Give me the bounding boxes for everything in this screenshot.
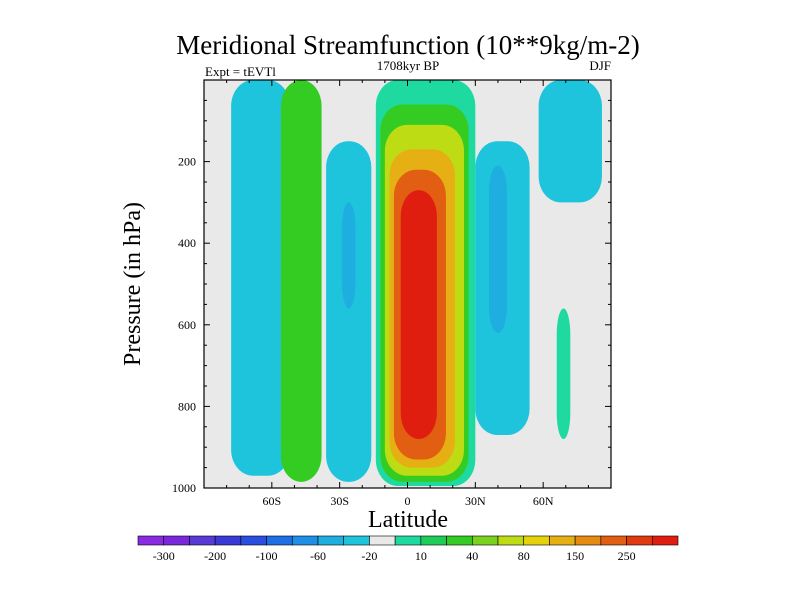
- colorbar-swatch: [549, 535, 576, 546]
- colorbar-label: -100: [256, 549, 278, 563]
- y-axis-ticks: 200 400 600 800 1000: [172, 79, 611, 495]
- y-tick-label: 600: [178, 318, 196, 332]
- colorbar-label: -60: [310, 549, 326, 563]
- y-tick-label: 800: [178, 399, 196, 413]
- colorbar-swatch: [497, 535, 525, 546]
- colorbar-label: 250: [618, 549, 636, 563]
- colorbar-label: -300: [153, 549, 175, 563]
- y-tick-label: 400: [178, 236, 196, 250]
- contour-region-hadley-core: [400, 190, 437, 440]
- colorbar-swatch: [189, 535, 216, 546]
- colorbar-swatch: [240, 535, 267, 546]
- colorbar-label: -20: [361, 549, 377, 563]
- x-tick-label: 60N: [533, 494, 554, 508]
- contour-region-northern-outer-cell: [538, 80, 602, 203]
- contour-region-southern-ferrel-cell: [280, 80, 322, 482]
- x-tick-label: 30S: [330, 494, 349, 508]
- contour-region-southern-outer-cell: [231, 80, 290, 476]
- x-tick-label: 30N: [465, 494, 486, 508]
- colorbar-swatch: [163, 535, 190, 546]
- colorbar-swatch: [600, 535, 627, 546]
- colorbar-label: 40: [466, 549, 478, 563]
- colorbar-swatch: [626, 535, 653, 546]
- colorbar: -300 -200 -100 -60 -20 10 40 80 150 250: [137, 535, 679, 563]
- colorbar-label: -200: [204, 549, 226, 563]
- season-label: DJF: [589, 58, 611, 73]
- colorbar-swatch: [343, 535, 370, 546]
- colorbar-swatch: [523, 535, 550, 546]
- contour-region-northern-polar-cell: [556, 308, 571, 440]
- time-label: 1708kyr BP: [377, 58, 439, 73]
- y-axis-label: Pressure (in hPa): [120, 202, 146, 366]
- colorbar-swatch: [574, 535, 602, 546]
- experiment-label: Expt = tEVTl: [205, 64, 276, 79]
- x-tick-label: 60S: [262, 494, 281, 508]
- contour-region-southern-mid-core: [341, 202, 356, 309]
- colorbar-swatch: [369, 535, 396, 546]
- contour-fills: [231, 80, 602, 486]
- colorbar-swatch: [420, 535, 447, 546]
- colorbar-swatch: [446, 535, 473, 546]
- colorbar-label: 80: [518, 549, 530, 563]
- x-tick-label: 0: [405, 494, 411, 508]
- colorbar-label: 150: [566, 549, 584, 563]
- contour-region-southern-mid-cell: [326, 141, 372, 482]
- x-axis-label: Latitude: [368, 507, 448, 533]
- contour-region-northern-mid-core: [488, 165, 507, 333]
- colorbar-swatch: [317, 535, 345, 546]
- y-tick-label: 200: [178, 155, 196, 169]
- colorbar-swatch: [651, 535, 679, 546]
- colorbar-swatch: [266, 535, 293, 546]
- colorbar-swatch: [137, 535, 165, 546]
- chart-title: Meridional Streamfunction (10**9kg/m-2): [176, 30, 639, 60]
- colorbar-swatch: [471, 535, 499, 546]
- colorbar-swatch: [394, 535, 422, 546]
- y-tick-label: 1000: [172, 481, 196, 495]
- colorbar-swatch: [214, 535, 242, 546]
- colorbar-swatch: [291, 535, 319, 546]
- x-axis-ticks: 60S 30S 0 30N 60N: [203, 80, 612, 508]
- colorbar-label: 10: [415, 549, 427, 563]
